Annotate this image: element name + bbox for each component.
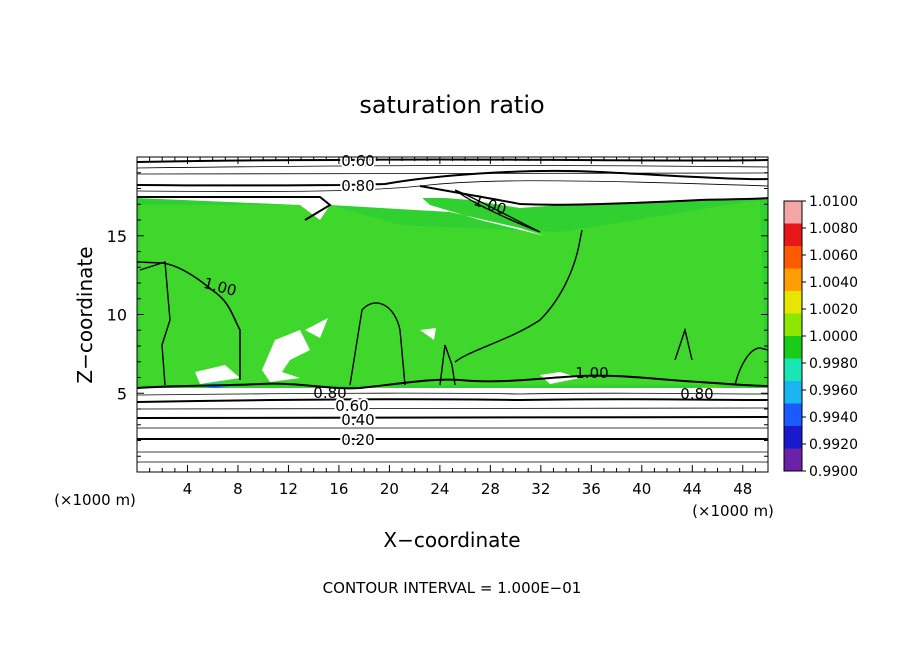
contour-040 xyxy=(137,415,768,419)
contour-100-broad xyxy=(454,229,583,363)
contour-020 xyxy=(137,437,768,440)
y-tick-label: 5 xyxy=(117,384,127,403)
x-tick-label: 8 xyxy=(233,480,243,498)
x-axis: 4 8 12 16 20 24 28 32 36 40 44 48 xyxy=(149,157,756,498)
x-tick-label: 20 xyxy=(380,480,399,498)
colorbar-tick-label: 1.0020 xyxy=(809,302,858,318)
colorbar-swatch xyxy=(784,313,802,337)
contour-080-cloudbase xyxy=(137,374,768,390)
colorbar-tick-label: 1.0080 xyxy=(809,221,858,237)
y-tick-label: 15 xyxy=(107,227,127,246)
contour-100-upper xyxy=(137,185,768,221)
y-tick-label: 10 xyxy=(107,306,127,325)
contour-label: 1.00 xyxy=(575,364,608,382)
colorbar-tick-label: 1.0000 xyxy=(809,329,858,345)
colorbar-tick-label: 1.0040 xyxy=(809,275,858,291)
colorbar-swatch xyxy=(784,381,802,404)
x-tick-label: 44 xyxy=(683,480,702,498)
colorbar-swatch xyxy=(784,201,802,224)
dry-lower-layer xyxy=(137,388,768,472)
colorbar-swatch xyxy=(784,358,802,382)
x-tick-label: 40 xyxy=(632,480,651,498)
contour-upper-thin-1 xyxy=(137,165,768,169)
contour-100-plume-mid xyxy=(349,302,406,386)
contour-080-upper xyxy=(137,169,768,187)
x-tick-label: 24 xyxy=(430,480,449,498)
x-tick-label: 4 xyxy=(183,480,193,498)
colorbar-swatch xyxy=(784,268,802,292)
colorbar-tick-label: 1.0060 xyxy=(809,248,858,264)
contour-100-plume-left xyxy=(139,261,171,386)
colorbar-swatch xyxy=(784,336,802,359)
colorbar-tick-label: 0.9960 xyxy=(809,383,858,399)
contour-label: 0.80 xyxy=(313,384,346,402)
plot-area xyxy=(137,157,768,472)
colorbar-swatch xyxy=(784,291,802,314)
colorbar-tick-label: 0.9920 xyxy=(809,437,858,453)
x-axis-label: X−coordinate xyxy=(383,528,520,552)
contour-label: 0.40 xyxy=(341,411,374,429)
contour-label-layer: 0.60 0.80 1.00 1.00 0.80 0.60 0.40 0.20 … xyxy=(202,150,714,451)
colorbar-tick-label: 0.9900 xyxy=(809,464,858,480)
x-tick-label: 48 xyxy=(733,480,752,498)
contour-lower-thin-1 xyxy=(137,392,768,396)
colorbar-swatch xyxy=(784,223,802,247)
y-axis: 5 10 15 xyxy=(107,172,768,457)
colorbar: 1.0100 1.0080 1.0060 1.0040 1.0020 1.0000 0.99… xyxy=(783,194,858,480)
colorbar-swatch xyxy=(784,426,802,449)
contour-100-tongue xyxy=(454,189,541,233)
chart-title: saturation ratio xyxy=(359,91,544,119)
contour-label: 0.20 xyxy=(341,431,374,449)
x-tick-label: 32 xyxy=(531,480,550,498)
x-tick-label: 28 xyxy=(481,480,500,498)
colorbar-swatch xyxy=(784,448,802,472)
contour-label: 0.60 xyxy=(335,397,368,415)
contour-label: 0.80 xyxy=(680,385,713,403)
contour-label: 0.60 xyxy=(341,152,374,170)
upper-dry-intrusion xyxy=(137,157,768,236)
x-tick-label: 36 xyxy=(582,480,601,498)
x-tick-label: 12 xyxy=(279,480,298,498)
x-tick-label: 16 xyxy=(329,480,348,498)
contour-100-plume-mid2 xyxy=(439,344,456,386)
x-unit-left: (×1000 m) xyxy=(54,491,136,509)
contour-060-top xyxy=(137,158,768,163)
colorbar-tick-label: 1.0100 xyxy=(809,194,858,210)
x-unit-right: (×1000 m) xyxy=(692,502,774,520)
contour-060-lower xyxy=(137,398,768,403)
contour-100-left-cell xyxy=(137,261,241,380)
dry-patches xyxy=(195,318,580,384)
contour-100-right xyxy=(674,327,768,386)
contour-interval-note: CONTOUR INTERVAL = 1.000E−01 xyxy=(323,579,582,597)
colorbar-tick-label: 0.9980 xyxy=(809,356,858,372)
y-axis-label: Z−coordinate xyxy=(73,246,97,383)
contour-label: 0.80 xyxy=(341,177,374,195)
colorbar-swatch xyxy=(784,246,802,269)
colorbar-swatch xyxy=(784,403,802,427)
colorbar-tick-label: 0.9940 xyxy=(809,410,858,426)
